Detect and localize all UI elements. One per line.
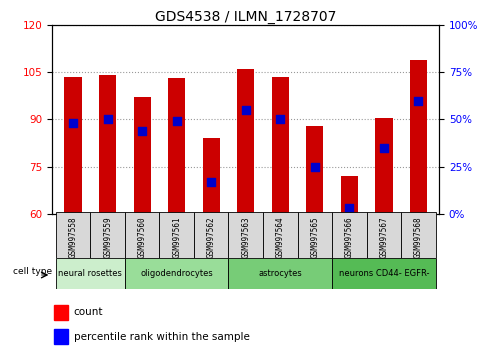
Bar — [168, 79, 185, 214]
Bar — [56, 212, 90, 258]
Text: GSM997564: GSM997564 — [276, 216, 285, 258]
Bar — [125, 258, 229, 289]
Bar — [237, 69, 254, 214]
Text: GSM997563: GSM997563 — [241, 216, 250, 258]
Text: GSM997561: GSM997561 — [172, 216, 181, 258]
Text: count: count — [74, 308, 103, 318]
Bar — [160, 212, 194, 258]
Point — [311, 164, 319, 170]
Point — [173, 119, 181, 124]
Bar — [54, 329, 68, 344]
Bar — [194, 212, 229, 258]
Bar — [229, 212, 263, 258]
Bar — [99, 75, 116, 214]
Bar — [332, 212, 367, 258]
Bar — [90, 212, 125, 258]
Point — [138, 128, 146, 134]
Bar — [306, 126, 323, 214]
Bar — [332, 258, 436, 289]
Text: GSM997560: GSM997560 — [138, 216, 147, 258]
Text: GSM997567: GSM997567 — [379, 216, 388, 258]
Point — [345, 206, 353, 211]
Bar — [263, 212, 297, 258]
Bar — [56, 258, 125, 289]
Text: cell type: cell type — [13, 268, 52, 276]
Bar — [375, 118, 393, 214]
Bar — [64, 77, 82, 214]
Text: neural rosettes: neural rosettes — [58, 269, 122, 278]
Bar — [271, 77, 289, 214]
Bar — [367, 212, 401, 258]
Text: GSM997562: GSM997562 — [207, 216, 216, 258]
Bar — [54, 305, 68, 320]
Bar — [229, 258, 332, 289]
Text: GSM997568: GSM997568 — [414, 216, 423, 258]
Point — [380, 145, 388, 151]
Text: GSM997559: GSM997559 — [103, 216, 112, 258]
Text: percentile rank within the sample: percentile rank within the sample — [74, 332, 250, 342]
Bar — [134, 97, 151, 214]
Text: GSM997566: GSM997566 — [345, 216, 354, 258]
Title: GDS4538 / ILMN_1728707: GDS4538 / ILMN_1728707 — [155, 10, 336, 24]
Point — [69, 120, 77, 126]
Text: oligodendrocytes: oligodendrocytes — [140, 269, 213, 278]
Bar — [341, 176, 358, 214]
Bar — [203, 138, 220, 214]
Point — [242, 107, 250, 113]
Bar — [401, 212, 436, 258]
Bar — [125, 212, 160, 258]
Bar — [297, 212, 332, 258]
Point — [104, 116, 112, 122]
Point — [414, 98, 422, 103]
Text: neurons CD44- EGFR-: neurons CD44- EGFR- — [339, 269, 429, 278]
Bar — [410, 59, 427, 214]
Text: GSM997565: GSM997565 — [310, 216, 319, 258]
Text: GSM997558: GSM997558 — [68, 216, 78, 258]
Point — [207, 179, 215, 185]
Text: astrocytes: astrocytes — [258, 269, 302, 278]
Point — [276, 116, 284, 122]
